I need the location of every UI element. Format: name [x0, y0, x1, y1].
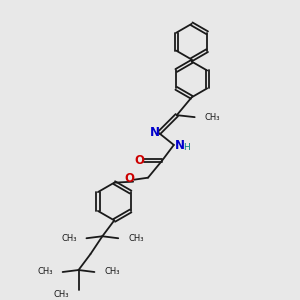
Text: CH₃: CH₃ [53, 290, 69, 299]
Text: CH₃: CH₃ [37, 268, 53, 277]
Text: N: N [150, 125, 160, 139]
Text: CH₃: CH₃ [128, 234, 144, 243]
Text: O: O [124, 172, 134, 185]
Text: CH₃: CH₃ [205, 112, 220, 122]
Text: H: H [183, 143, 190, 152]
Text: CH₃: CH₃ [104, 268, 120, 277]
Text: CH₃: CH₃ [61, 234, 76, 243]
Text: N: N [175, 140, 185, 152]
Text: O: O [134, 154, 144, 167]
